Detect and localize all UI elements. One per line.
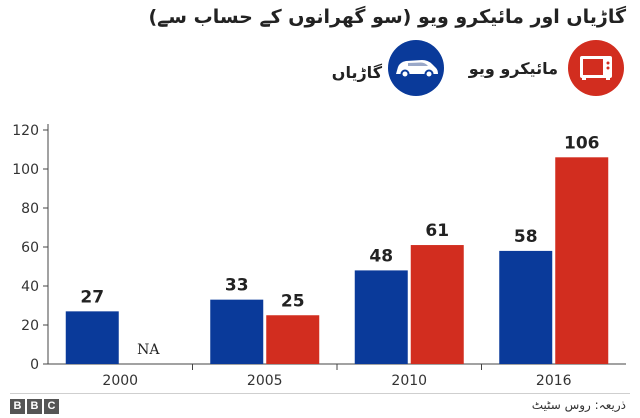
y-tick-label: 80: [21, 201, 39, 217]
bar-value-label: 58: [514, 227, 538, 247]
bar-value-label: 61: [425, 221, 449, 241]
x-tick-label: 2000: [102, 373, 138, 389]
x-tick-label: 2016: [536, 373, 572, 389]
bar-chart: 0 20 40 60 80 100 120 2000 27 NA 2005 33 25 2010 48 61 2…: [12, 123, 626, 389]
microwave-icon: [580, 56, 612, 80]
cars-legend-circle: [388, 40, 444, 96]
bar-value-label: 48: [369, 246, 393, 266]
bar: [499, 250, 553, 364]
car-icon: [396, 60, 438, 79]
footer-divider: [10, 393, 630, 394]
source-text: ذریعہ: روس سٹیٹ: [531, 398, 626, 412]
bbc-logo: B B C: [10, 399, 59, 414]
bar-value-label: 33: [225, 276, 249, 296]
bar: [354, 270, 408, 364]
bbc-logo-letter: B: [10, 399, 25, 414]
chart-title: گاڑیاں اور مائیکرو ویو (سو گھرانوں کے حس…: [148, 6, 626, 28]
bar-value-label: 106: [564, 133, 600, 153]
cars-legend-label: گاڑیاں: [331, 63, 382, 82]
bbc-logo-letter: B: [27, 399, 42, 414]
x-tick-label: 2005: [247, 373, 283, 389]
bar: [65, 311, 119, 364]
bar-na-label: NA: [137, 342, 160, 358]
microwave-legend-label: مائیکرو ویو: [468, 59, 558, 78]
x-tick-label: 2010: [391, 373, 427, 389]
y-tick-label: 100: [12, 162, 39, 178]
bar-value-label: 27: [80, 287, 104, 307]
bar: [410, 245, 464, 364]
y-tick-label: 60: [21, 240, 39, 256]
bar: [210, 299, 264, 364]
bar: [555, 157, 609, 364]
y-tick-label: 40: [21, 279, 39, 295]
bbc-logo-letter: C: [44, 399, 59, 414]
y-tick-label: 120: [12, 123, 39, 139]
y-tick-label: 20: [21, 318, 39, 334]
y-tick-label: 0: [30, 357, 39, 373]
microwave-legend-circle: [568, 40, 624, 96]
bar-value-label: 25: [281, 291, 305, 311]
bar: [266, 315, 320, 364]
